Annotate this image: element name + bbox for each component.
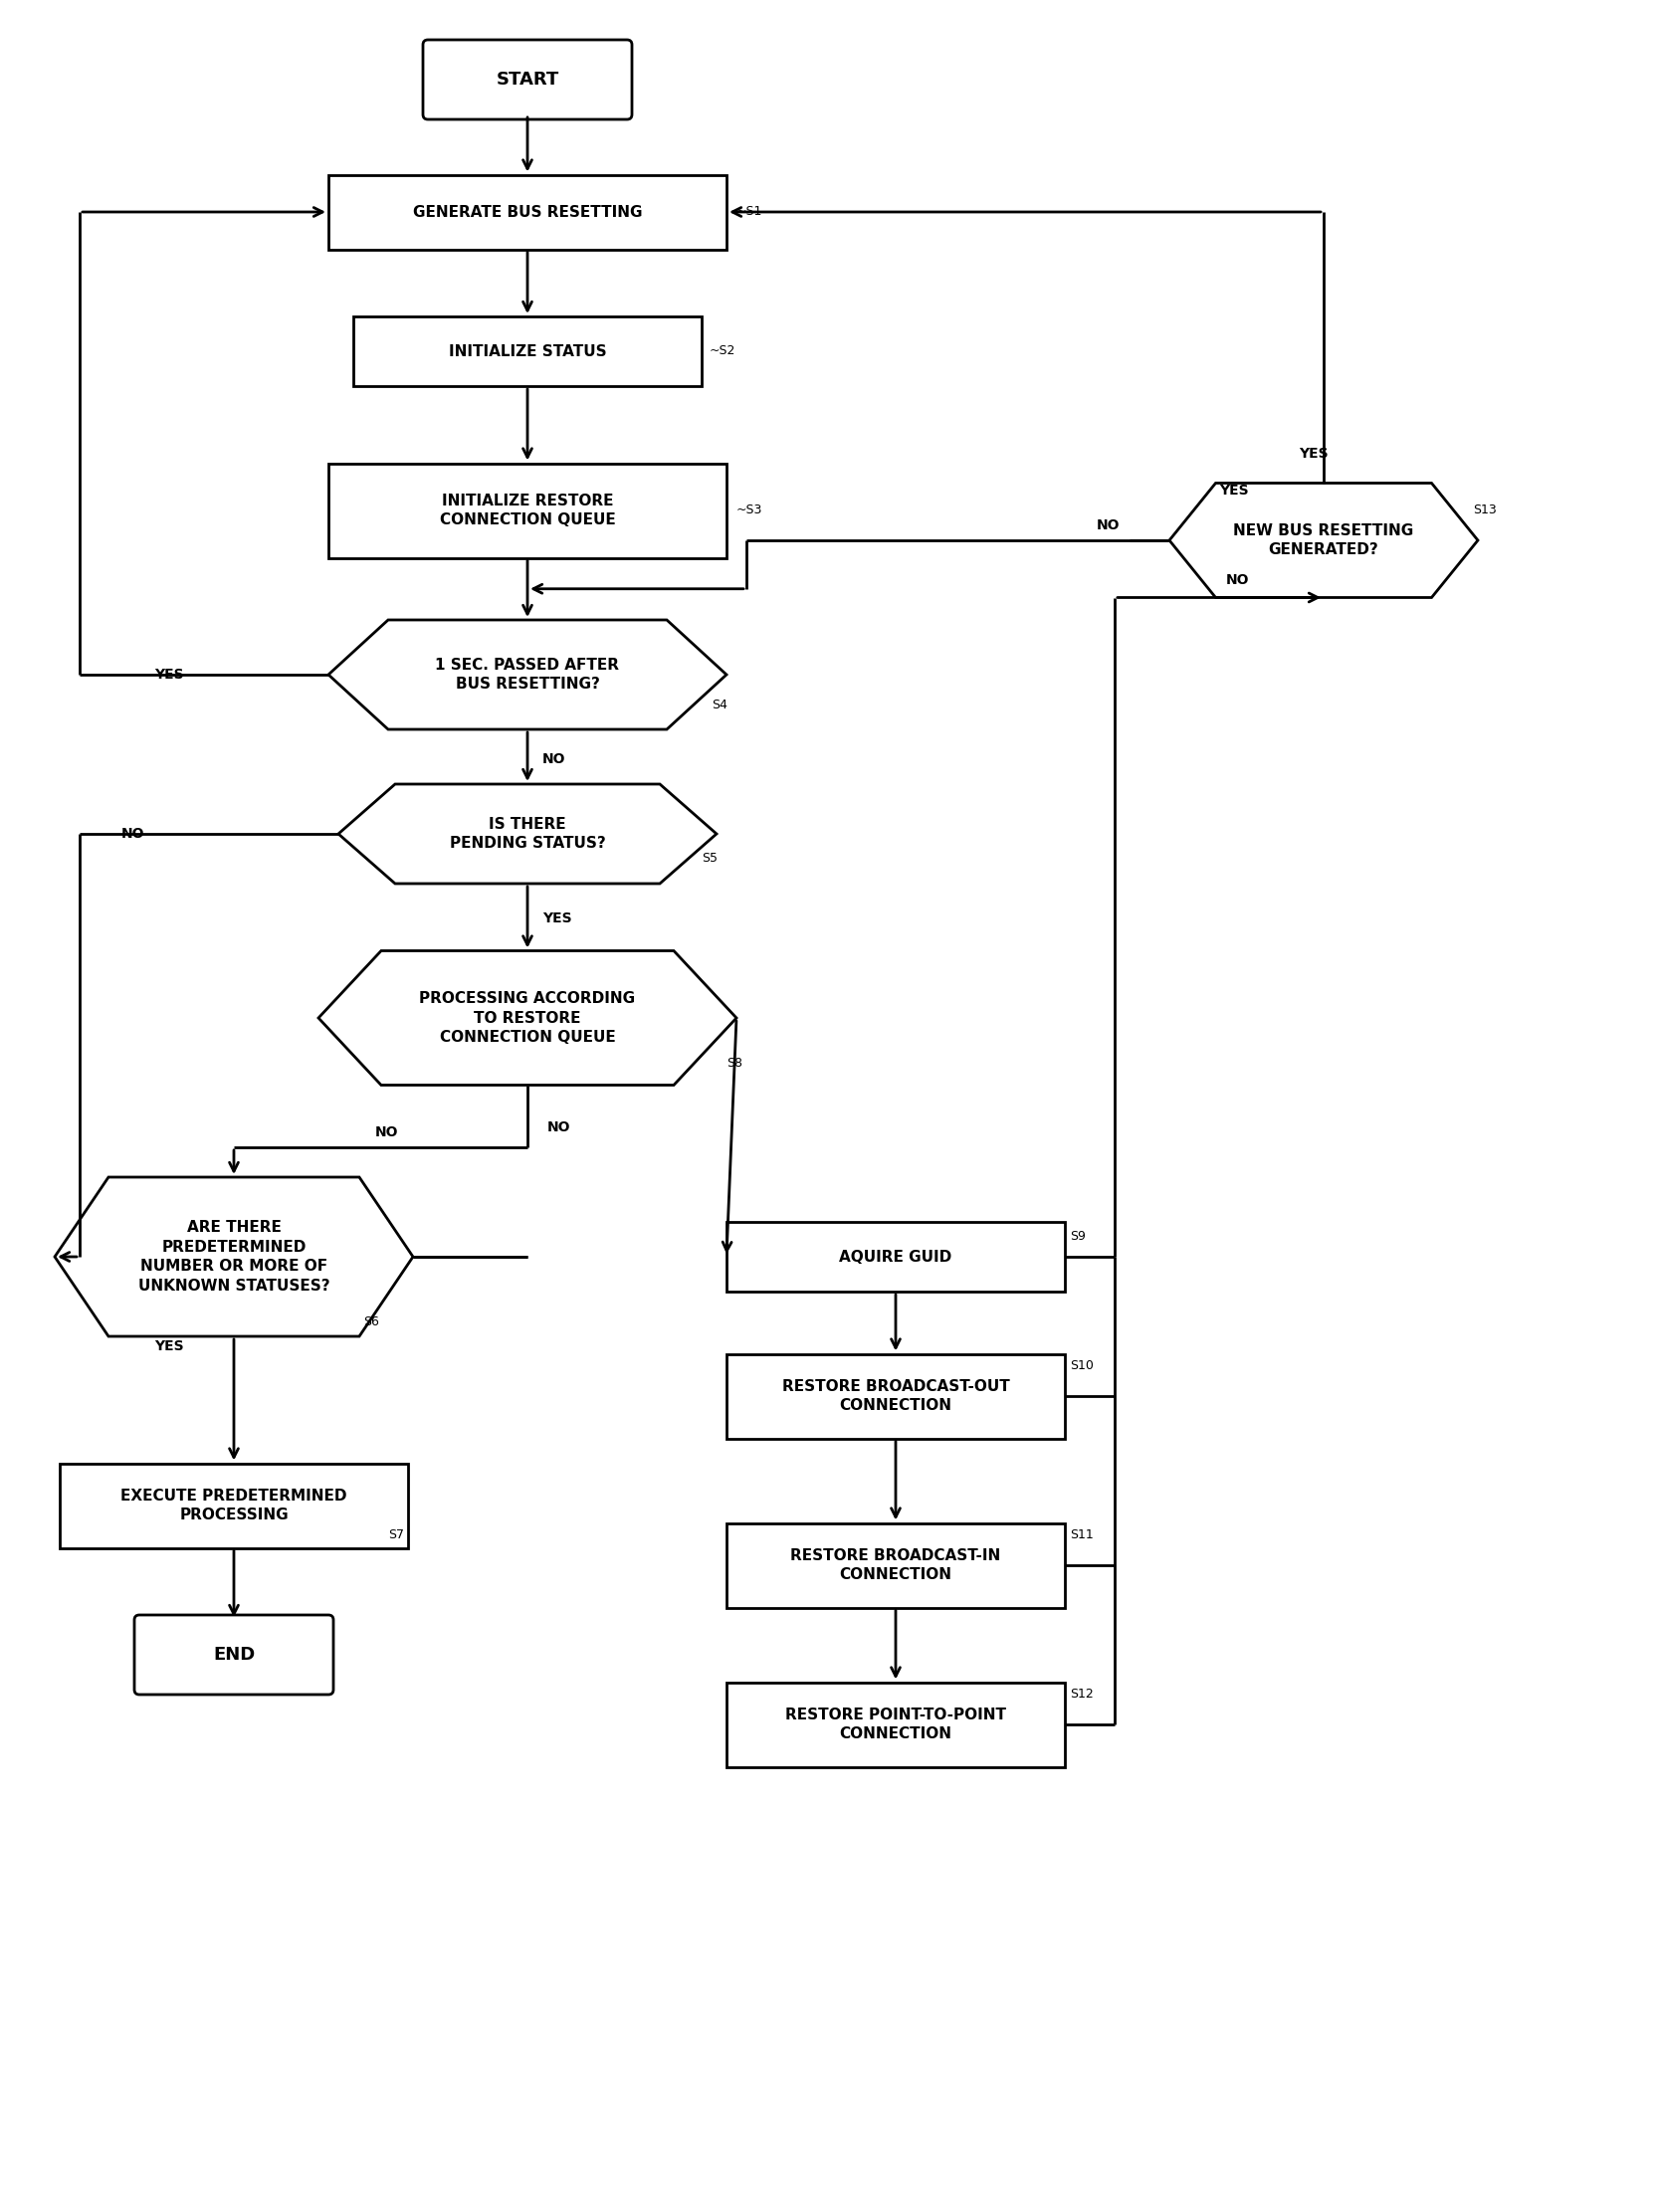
Text: AQUIRE GUID: AQUIRE GUID [839,1250,952,1265]
Text: S11: S11 [1069,1528,1094,1542]
Bar [726,1681,1064,1767]
Text: NO: NO [1096,518,1119,533]
Text: YES: YES [154,668,184,681]
Text: EXECUTE PREDETERMINED
PROCESSING: EXECUTE PREDETERMINED PROCESSING [121,1489,347,1522]
Text: RESTORE BROADCAST-IN
CONNECTION: RESTORE BROADCAST-IN CONNECTION [791,1548,1001,1582]
Bar [328,462,726,557]
Text: NEW BUS RESETTING
GENERATED?: NEW BUS RESETTING GENERATED? [1234,522,1414,557]
Bar [726,1522,1064,1608]
Text: S5: S5 [701,852,718,865]
Polygon shape [318,951,736,1086]
Bar [726,1354,1064,1438]
Text: YES: YES [1298,447,1328,460]
Text: NO: NO [547,1121,570,1135]
Text: YES: YES [542,911,572,925]
FancyBboxPatch shape [134,1615,333,1694]
Polygon shape [338,783,716,883]
Text: ~S1: ~S1 [736,206,763,219]
Text: NO: NO [121,827,144,841]
Text: S12: S12 [1069,1688,1094,1701]
Text: RESTORE BROADCAST-OUT
CONNECTION: RESTORE BROADCAST-OUT CONNECTION [783,1378,1010,1413]
Text: GENERATE BUS RESETTING: GENERATE BUS RESETTING [413,204,642,219]
Bar [353,316,701,387]
Text: IS THERE
PENDING STATUS?: IS THERE PENDING STATUS? [449,816,605,852]
Text: 1 SEC. PASSED AFTER
BUS RESETTING?: 1 SEC. PASSED AFTER BUS RESETTING? [436,657,620,692]
Text: RESTORE POINT-TO-POINT
CONNECTION: RESTORE POINT-TO-POINT CONNECTION [786,1708,1006,1741]
Bar [328,175,726,250]
Polygon shape [1169,482,1477,597]
Bar [726,1221,1064,1292]
Text: S4: S4 [711,699,728,710]
Text: PROCESSING ACCORDING
TO RESTORE
CONNECTION QUEUE: PROCESSING ACCORDING TO RESTORE CONNECTI… [419,991,635,1044]
Text: S7: S7 [388,1528,405,1542]
Text: S9: S9 [1069,1230,1086,1243]
Text: YES: YES [154,1338,184,1354]
Text: S10: S10 [1069,1360,1094,1374]
Text: S13: S13 [1472,504,1497,518]
Text: NO: NO [542,752,565,765]
Bar [60,1462,408,1548]
Text: NO: NO [375,1126,398,1139]
Text: INITIALIZE RESTORE
CONNECTION QUEUE: INITIALIZE RESTORE CONNECTION QUEUE [439,493,615,529]
Text: ARE THERE
PREDETERMINED
NUMBER OR MORE OF
UNKNOWN STATUSES?: ARE THERE PREDETERMINED NUMBER OR MORE O… [138,1219,330,1294]
Text: S8: S8 [726,1057,743,1068]
Text: YES: YES [1220,484,1248,498]
Text: START: START [496,71,559,88]
Polygon shape [328,619,726,730]
Text: ~S3: ~S3 [736,504,763,518]
Text: S6: S6 [363,1314,380,1327]
Polygon shape [55,1177,413,1336]
Text: ~S2: ~S2 [710,345,736,358]
Text: NO: NO [1225,573,1248,586]
Text: INITIALIZE STATUS: INITIALIZE STATUS [449,343,607,358]
Text: END: END [212,1646,255,1663]
FancyBboxPatch shape [423,40,632,119]
